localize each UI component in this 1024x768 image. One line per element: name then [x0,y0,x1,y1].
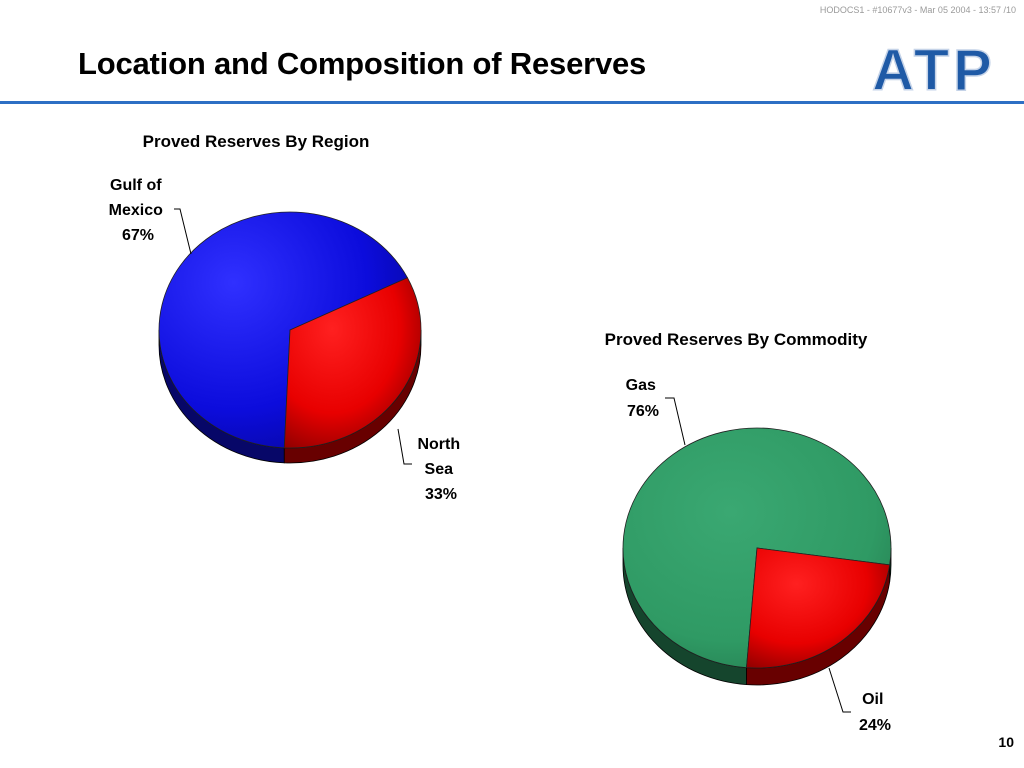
commodity-chart-title: Proved Reserves By Commodity [605,330,868,349]
gas-label-line1: Gas [626,377,656,394]
north-sea-label: North Sea 33% [417,436,464,503]
gulf-label-line2: Mexico [109,202,163,219]
gulf-leader-line [174,208,192,255]
title-rule [0,101,1024,104]
gas-leader-line [665,397,686,446]
gulf-label-value: 67% [122,227,154,244]
region-chart-title: Proved Reserves By Region [143,132,370,151]
north-sea-label-line2: Sea [425,461,454,478]
slide-title: Location and Composition of Reserves [78,46,647,81]
region-slice-0 [158,211,409,449]
north-sea-label-line1: North [417,436,460,453]
document-id: HODOCS1 - #10677v3 - Mar 05 2004 - 13:57… [819,5,1016,15]
oil-label: Oil 24% [859,691,891,734]
gas-label: Gas 76% [626,377,661,420]
region-slice-1 [283,277,422,449]
page-number: 10 [998,734,1014,750]
gulf-label: Gulf of Mexico 67% [109,177,168,244]
oil-leader-line [828,667,851,713]
gulf-label-line1: Gulf of [110,177,162,194]
oil-label-line1: Oil [862,691,883,708]
oil-label-value: 24% [859,717,891,734]
logo-text: ATP [872,40,996,98]
commodity-slice-1 [746,547,891,669]
commodity-pie [622,427,892,686]
region-pie-chart: Proved Reserves By Region Gulf of Mexico… [109,132,464,503]
atp-logo: ATP [871,40,996,98]
gas-label-value: 76% [627,403,659,420]
region-pie [158,211,422,464]
north-sea-leader-line [397,428,412,465]
commodity-pie-chart: Proved Reserves By Commodity Gas 76% Oil… [605,330,892,734]
north-sea-label-value: 33% [425,486,457,503]
